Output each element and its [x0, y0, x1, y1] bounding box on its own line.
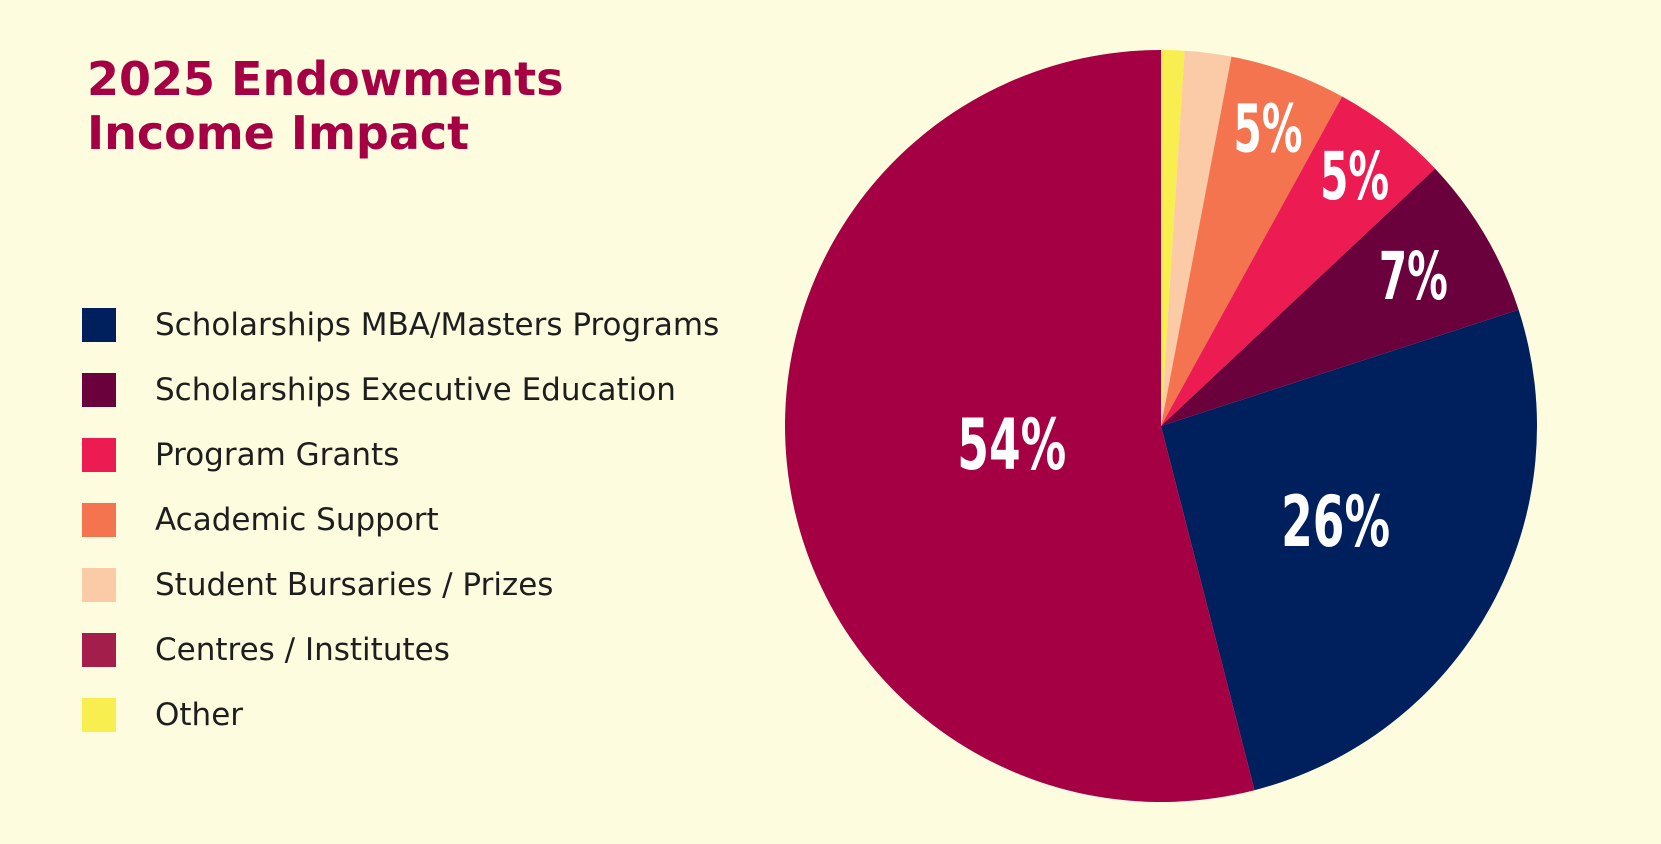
slice-centres-institutes-label: 54% — [957, 404, 1066, 486]
slice-scholarships-executive-label: 7% — [1379, 238, 1448, 315]
slice-centres-institutes — [785, 50, 1255, 803]
slice-program-grants-label: 5% — [1320, 138, 1389, 215]
legend-item-scholarships-executive: Scholarships Executive Education — [82, 373, 719, 438]
chart-title-line-2: Income Impact — [87, 106, 470, 160]
legend-swatch — [82, 308, 116, 342]
slice-program-grants — [1161, 96, 1436, 426]
legend-swatch — [82, 373, 116, 407]
chart-title-line-1: 2025 Endowments — [87, 52, 564, 106]
legend-label: Academic Support — [155, 502, 439, 538]
slice-other — [1161, 50, 1185, 426]
legend-swatch — [82, 438, 116, 472]
chart-legend: Scholarships MBA/Masters Programs Schola… — [82, 308, 719, 763]
legend-label: Centres / Institutes — [155, 632, 450, 668]
legend-swatch — [82, 568, 116, 602]
legend-label: Student Bursaries / Prizes — [155, 567, 554, 603]
legend-item-student-bursaries: Student Bursaries / Prizes — [82, 568, 719, 633]
slice-student-bursaries — [1161, 50, 1232, 427]
slice-scholarships-mba-label: 26% — [1281, 481, 1390, 563]
legend-label: Scholarships Executive Education — [155, 372, 676, 408]
legend-item-program-grants: Program Grants — [82, 438, 719, 503]
legend-swatch — [82, 633, 116, 667]
slice-scholarships-mba — [1161, 309, 1538, 791]
legend-label: Other — [155, 697, 244, 733]
slice-academic-support — [1161, 56, 1343, 426]
slice-scholarships-executive — [1161, 168, 1519, 427]
legend-item-other: Other — [82, 698, 719, 763]
legend-swatch — [82, 503, 116, 537]
legend-item-centres-institutes: Centres / Institutes — [82, 633, 719, 698]
slice-academic-support-label: 5% — [1234, 90, 1303, 167]
legend-label: Program Grants — [155, 437, 400, 473]
legend-label: Scholarships MBA/Masters Programs — [155, 307, 720, 343]
legend-item-scholarships-mba: Scholarships MBA/Masters Programs — [82, 308, 719, 373]
legend-swatch — [82, 698, 116, 732]
legend-item-academic-support: Academic Support — [82, 503, 719, 568]
chart-title: 2025 Endowments Income Impact — [87, 52, 564, 160]
